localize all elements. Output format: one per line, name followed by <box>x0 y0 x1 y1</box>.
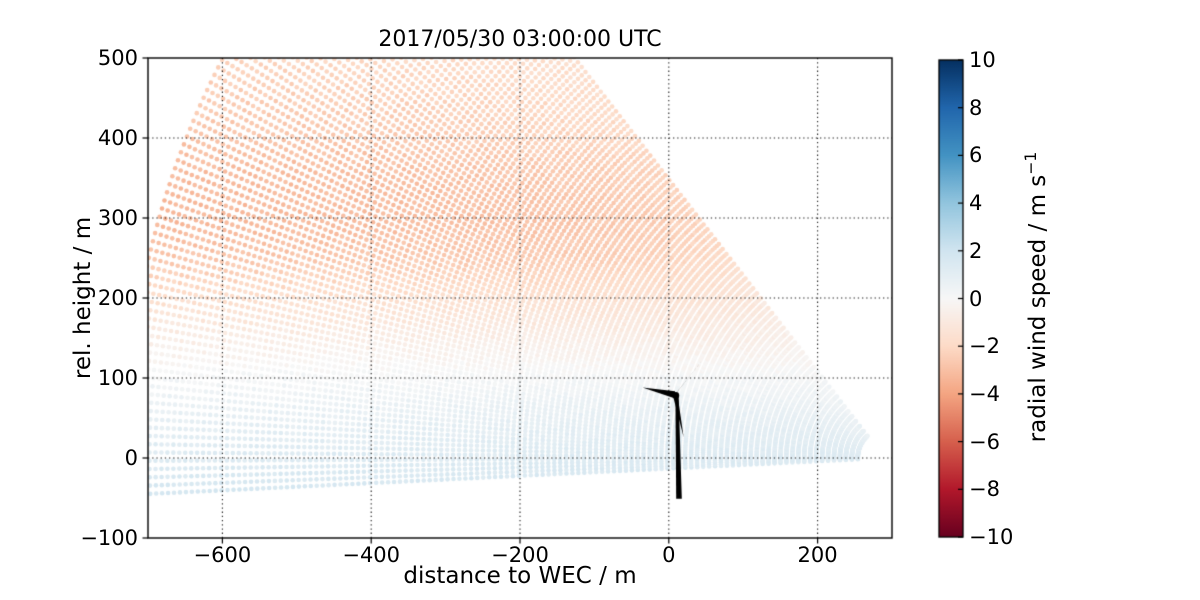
x-tick-label: −600 <box>193 543 252 567</box>
x-tick-label: 0 <box>662 543 676 567</box>
x-tick-label: 200 <box>797 543 838 567</box>
x-tick-label: −400 <box>342 543 401 567</box>
colorbar-tick-label: −8 <box>969 477 1000 502</box>
colorbar-tick-label: −2 <box>969 334 1000 359</box>
colorbar-tick-label: 10 <box>969 48 996 72</box>
colorbar-tick-label: 4 <box>969 191 983 216</box>
colorbar-tick-label: 6 <box>969 143 983 168</box>
colorbar-tick-label: 0 <box>969 286 983 311</box>
y-tick-label: 100 <box>97 366 138 390</box>
y-tick-label: 500 <box>97 46 138 70</box>
x-tick-label: −200 <box>491 543 549 567</box>
y-tick-label: 200 <box>97 286 138 310</box>
x-axis-label: distance to WEC / m <box>403 563 637 589</box>
y-tick-label: 400 <box>97 126 138 150</box>
y-tick-label: 0 <box>124 446 138 470</box>
plot-title: 2017/05/30 03:00:00 UTC <box>378 27 662 52</box>
colorbar-tick-label: 2 <box>969 238 983 263</box>
colorbar-tick-label: 8 <box>969 95 983 120</box>
y-tick-label: −100 <box>80 526 138 550</box>
colorbar-tick-label: −4 <box>969 381 1000 406</box>
y-tick-label: 300 <box>97 206 138 230</box>
colorbar-tick-label: −10 <box>969 525 1014 549</box>
colorbar-tick-label: −6 <box>969 429 1000 454</box>
